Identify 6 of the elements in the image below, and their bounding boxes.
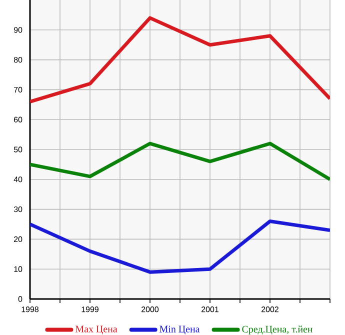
legend-label: Min Цена [160,326,200,334]
line-series [30,142,330,182]
legend-label: Сред.Цена, т.йен [242,326,313,335]
line-series [30,16,330,104]
line-series [30,220,330,274]
legend-label: Max Цена [75,326,118,334]
